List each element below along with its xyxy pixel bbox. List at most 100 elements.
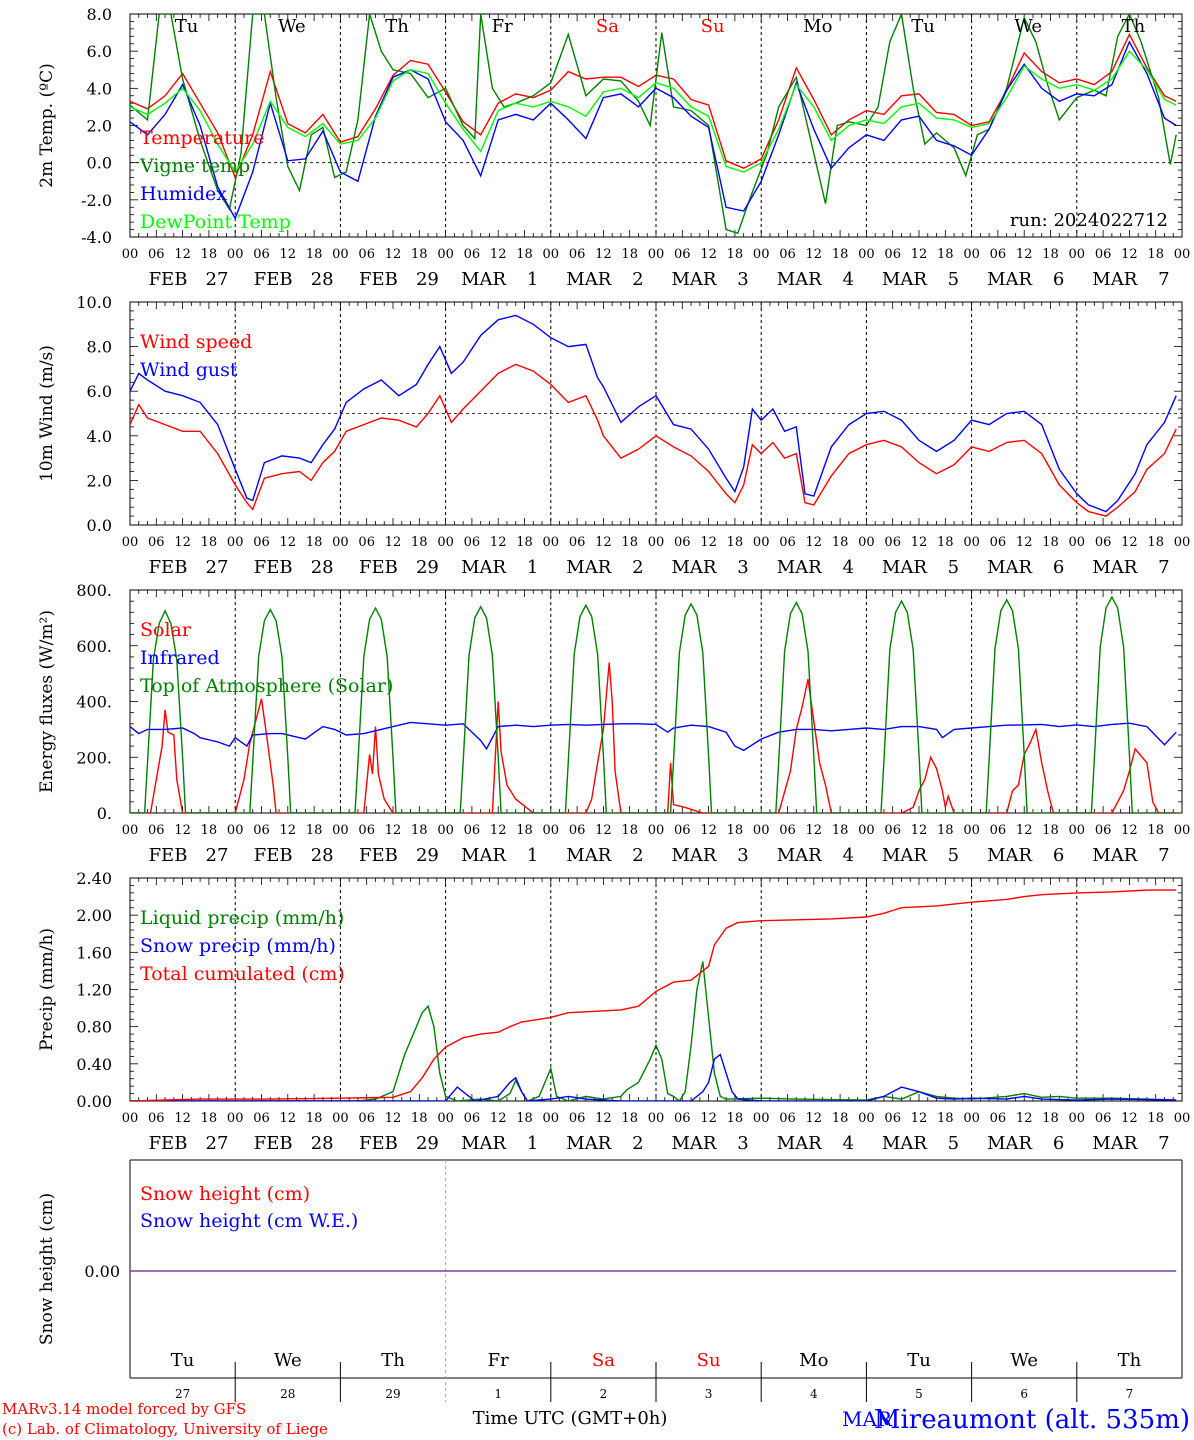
y-tick-label: 0.0: [87, 516, 112, 535]
day-name-bottom: Su: [697, 1350, 721, 1371]
hour-label: 00: [437, 247, 454, 262]
y-tick-label: 0.0: [87, 154, 112, 173]
day-name-top: Su: [701, 16, 725, 37]
series-line-humidex: [130, 40, 1177, 221]
date-day: 5: [948, 1133, 959, 1154]
date-month: MAR: [882, 269, 927, 290]
hour-label: 18: [621, 823, 638, 838]
date-month: MAR: [566, 845, 611, 866]
hour-label: 18: [411, 823, 428, 838]
series-line-wind-gust: [130, 314, 1177, 513]
y-tick-label: 200.: [76, 748, 112, 767]
date-month: MAR: [882, 1133, 927, 1154]
hour-label: 00: [332, 823, 349, 838]
legend-entry: Snow height (cm W.E.): [140, 1210, 358, 1232]
hour-label: 18: [937, 247, 954, 262]
date-month: MAR: [672, 1133, 717, 1154]
hour-label: 00: [1069, 247, 1086, 262]
hour-label: 12: [490, 823, 507, 838]
hour-label: 12: [595, 535, 612, 550]
series-line-solar: [130, 662, 1177, 813]
date-day: 7: [1158, 269, 1169, 290]
hour-label: 06: [464, 247, 481, 262]
legend-entry: Wind gust: [140, 359, 238, 381]
day-name-bottom: We: [1010, 1350, 1038, 1371]
date-day: 28: [311, 845, 334, 866]
hour-label: 12: [1121, 823, 1138, 838]
hour-label: 18: [727, 823, 744, 838]
hour-label: 18: [411, 1111, 428, 1126]
date-day: 2: [632, 845, 643, 866]
y-tick-label: 0.: [97, 804, 112, 823]
hour-label: 18: [1042, 247, 1059, 262]
hour-label: 06: [674, 247, 691, 262]
hour-label: 00: [1174, 823, 1191, 838]
hour-label: 06: [358, 1111, 375, 1126]
date-month: FEB: [359, 557, 398, 578]
series-line-top-of-atmosphere-solar-: [130, 595, 1177, 813]
hour-label: 00: [122, 247, 139, 262]
date-month: FEB: [149, 845, 188, 866]
hour-label: 18: [411, 535, 428, 550]
hour-label: 12: [1016, 1111, 1033, 1126]
hour-label: 12: [1016, 823, 1033, 838]
hour-label: 12: [700, 1111, 717, 1126]
hour-label: 06: [779, 1111, 796, 1126]
hour-label: 12: [595, 823, 612, 838]
hour-label: 06: [990, 247, 1007, 262]
y-tick-label: 2.0: [87, 471, 112, 490]
y-tick-label: 400.: [76, 693, 112, 712]
run-label: run: 2024022712: [1010, 210, 1168, 231]
date-month: MAR: [461, 557, 506, 578]
hour-label: 00: [1174, 535, 1191, 550]
hour-label: 12: [806, 1111, 823, 1126]
day-number: 6: [1020, 1387, 1028, 1401]
y-tick-label: 4.0: [87, 79, 112, 98]
series-line-liquid-precip-mm-h-: [130, 961, 1177, 1101]
day-number: 5: [915, 1387, 923, 1401]
y-tick-label: 0.40: [76, 1055, 112, 1074]
panel-snow: 0.00 Snow height (cm) Snow height (cm) Snow…: [37, 1159, 1183, 1402]
hour-label: 00: [122, 823, 139, 838]
y-axis-label: Snow height (cm): [37, 1193, 57, 1345]
date-day: 2: [632, 557, 643, 578]
hour-label: 06: [464, 823, 481, 838]
y-tick-label: 2.0: [87, 117, 112, 136]
day-name-bottom: Th: [381, 1350, 405, 1371]
hour-label: 18: [1147, 823, 1164, 838]
y-tick-label: 6.0: [87, 382, 112, 401]
hour-label: 00: [648, 823, 665, 838]
date-month: MAR: [1092, 845, 1137, 866]
hour-label: 00: [963, 247, 980, 262]
hour-label: 06: [674, 535, 691, 550]
day-number: 29: [385, 1387, 400, 1401]
hour-label: 00: [648, 1111, 665, 1126]
hour-label: 12: [911, 535, 928, 550]
model-credit: MARv3.14 model forced by GFS: [2, 1400, 246, 1418]
date-month: MAR: [461, 269, 506, 290]
station-overlay-text: MAR: [842, 1407, 893, 1431]
hour-label: 18: [201, 823, 218, 838]
hour-label: 12: [1016, 247, 1033, 262]
hour-label: 00: [122, 1111, 139, 1126]
hour-label: 06: [990, 823, 1007, 838]
date-month: MAR: [672, 845, 717, 866]
hour-label: 06: [674, 823, 691, 838]
hour-label: 00: [753, 823, 770, 838]
plot-frame: [129, 589, 1183, 814]
hour-label: 06: [779, 823, 796, 838]
hour-label: 00: [437, 823, 454, 838]
hour-label: 18: [1147, 247, 1164, 262]
hour-label: 00: [543, 247, 560, 262]
series-line-infrared: [130, 721, 1177, 752]
legend-entry: Solar: [140, 619, 192, 641]
hour-label: 12: [490, 247, 507, 262]
day-name-bottom: Sa: [592, 1350, 615, 1371]
hour-label: 12: [385, 247, 402, 262]
y-axis-label: Precip (mm/h): [37, 928, 57, 1051]
hour-label: 12: [1121, 247, 1138, 262]
hour-label: 12: [280, 1111, 297, 1126]
hour-label: 12: [174, 247, 191, 262]
date-day: 5: [948, 845, 959, 866]
